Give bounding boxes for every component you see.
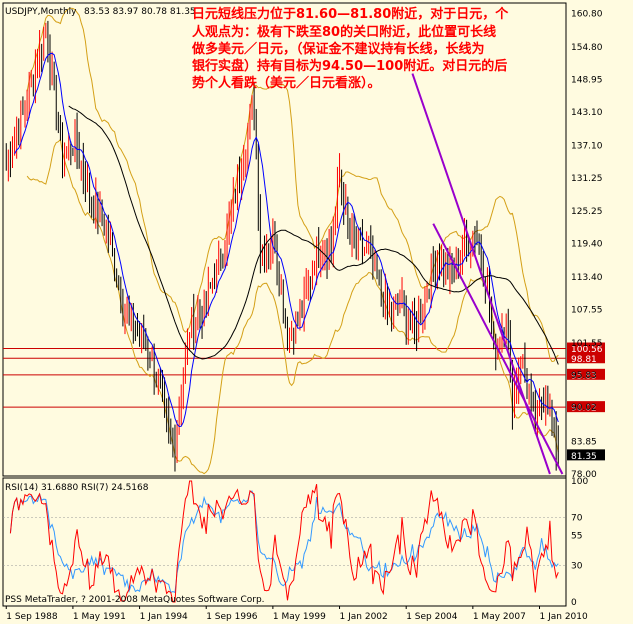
price-tick-13: 83.85 xyxy=(571,437,597,447)
price-tick-9: 107.55 xyxy=(571,306,603,316)
rsi-header: RSI(14) 31.6880 RSI(7) 24.5168 xyxy=(5,483,149,493)
x-tick-2: 1 Jan 1994 xyxy=(140,612,188,622)
x-tick-1: 1 May 1991 xyxy=(73,612,126,622)
level-tag-81.35 xyxy=(567,449,605,461)
price-tick-10: 101.55 xyxy=(571,339,603,349)
ma-long-line xyxy=(68,105,559,365)
copyright-text: PSS MetaTrader, ? 2001-2008 MetaQuotes S… xyxy=(5,595,265,605)
x-tick-6: 1 Sep 2004 xyxy=(406,612,458,622)
price-tick-14: 78.00 xyxy=(571,470,597,480)
annotation-line-5: 势个人看跌（美元／日元看涨）。 xyxy=(192,75,381,91)
level-tag-text-90.02: 90.02 xyxy=(571,404,597,414)
rsi-tick-3: 30 xyxy=(571,562,583,572)
candlesticks xyxy=(5,20,559,472)
trend-channel xyxy=(411,73,564,475)
price-tick-3: 143.10 xyxy=(571,108,603,118)
price-tick-5: 131.25 xyxy=(571,174,603,184)
price-tick-1: 154.80 xyxy=(571,43,603,53)
price-tick-7: 119.40 xyxy=(571,240,603,250)
symbol-label: USDJPY,Monthly xyxy=(5,7,77,17)
level-tag-98.81 xyxy=(567,352,605,364)
annotation-line-4: 银行实盘）持有目标为94.50—100附近。对日元的后 xyxy=(192,58,507,74)
annotation-line-2: 人观点为：极有下跌至80的关口附近，此位置可长线 xyxy=(192,24,496,40)
level-tag-text-81.35: 81.35 xyxy=(571,452,597,462)
ohlc-values: 83.53 83.97 80.78 81.35 xyxy=(84,7,196,17)
price-tick-0: 160.80 xyxy=(571,9,603,19)
rsi-tick-2: 55 xyxy=(571,531,582,541)
rsi-tick-4: 0 xyxy=(571,598,577,608)
ma-short-line xyxy=(14,52,559,428)
level-tag-text-98.81: 98.81 xyxy=(571,355,597,365)
price-tick-4: 137.10 xyxy=(571,141,603,151)
x-tick-7: 1 May 2007 xyxy=(473,612,526,622)
price-tick-2: 148.95 xyxy=(571,75,603,85)
price-tick-11: 95.83 xyxy=(571,371,597,381)
x-tick-5: 1 Jan 2002 xyxy=(340,612,388,622)
price-tick-8: 113.40 xyxy=(571,273,603,283)
moving-averages xyxy=(14,52,559,428)
x-tick-0: 1 Sep 1988 xyxy=(6,612,58,622)
rsi-lines xyxy=(3,480,566,603)
annotation-line-1: 日元短线压力位于81.60—81.80附近，对于日元，个 xyxy=(192,6,509,22)
level-tag-90.02 xyxy=(567,401,605,413)
rsi-tick-1: 70 xyxy=(571,513,583,523)
annotation-line-3: 做多美元／日元，（保证金不建议持有长线，长线为 xyxy=(191,41,485,57)
axis-labels: 160.80 154.80 148.95 143.10 137.10 131.25 125.… xyxy=(5,9,603,622)
level-tag-text-100.56: 100.56 xyxy=(571,345,603,355)
price-tick-12: 90.02 xyxy=(571,403,597,413)
x-tick-3: 1 Sep 1996 xyxy=(206,612,258,622)
rsi-tick-0: 100 xyxy=(571,477,588,487)
x-tick-4: 1 May 1999 xyxy=(273,612,326,622)
price-tick-6: 125.25 xyxy=(571,207,603,217)
level-tag-95.83 xyxy=(567,368,605,380)
lower-band xyxy=(26,138,559,475)
level-tag-text-95.83: 95.83 xyxy=(571,371,597,381)
channel-line-1 xyxy=(432,223,564,475)
rsi7-line xyxy=(9,480,559,603)
x-tick-8: 1 Jan 2010 xyxy=(540,612,588,622)
level-tag-100.56 xyxy=(567,342,605,354)
